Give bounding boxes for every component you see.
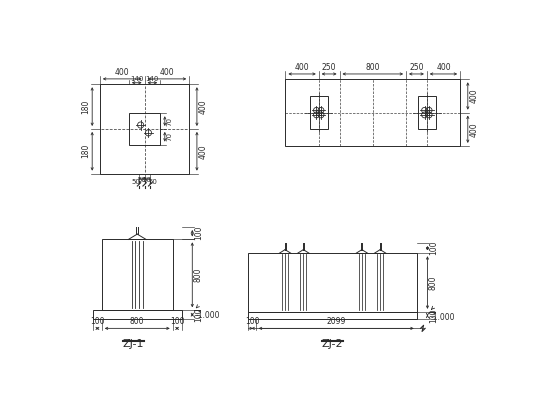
Text: 800: 800 [366, 63, 380, 72]
Bar [310, 96, 328, 129]
Text: 100: 100 [194, 307, 203, 322]
Bar [249, 253, 417, 312]
Text: ZJ-1: ZJ-1 [123, 339, 144, 349]
Text: 400: 400 [436, 63, 451, 72]
Text: 100: 100 [170, 318, 184, 326]
Text: 180: 180 [82, 100, 91, 114]
Text: 800: 800 [429, 275, 438, 290]
Text: 250: 250 [409, 63, 424, 72]
Text: -1.000: -1.000 [195, 311, 220, 320]
Bar [129, 113, 160, 144]
Text: 100: 100 [429, 241, 438, 255]
Text: 140: 140 [146, 76, 159, 81]
Text: 50: 50 [137, 177, 146, 183]
Text: ZJ-2: ZJ-2 [322, 339, 343, 349]
Text: 100: 100 [245, 318, 259, 326]
Bar [100, 84, 189, 173]
Text: -1.000: -1.000 [431, 312, 455, 322]
Text: 180: 180 [82, 144, 91, 158]
Text: 400: 400 [115, 68, 129, 77]
Text: 2099: 2099 [326, 318, 346, 326]
Bar [286, 79, 460, 146]
Text: 140: 140 [130, 76, 143, 81]
Text: 50: 50 [143, 177, 152, 183]
Bar [102, 239, 172, 310]
Bar [249, 312, 417, 319]
Text: 250: 250 [322, 63, 337, 72]
Text: 100: 100 [90, 318, 105, 326]
Text: 100: 100 [194, 226, 203, 241]
Text: 50: 50 [149, 179, 158, 185]
Text: 100: 100 [429, 308, 438, 323]
Text: 400: 400 [198, 144, 207, 159]
Text: 70: 70 [166, 117, 172, 126]
Text: 800: 800 [194, 268, 203, 282]
Text: 50: 50 [132, 179, 141, 185]
Text: 400: 400 [469, 122, 478, 136]
Text: 400: 400 [295, 63, 310, 72]
Text: 400: 400 [160, 68, 174, 77]
Text: 400: 400 [469, 89, 478, 103]
Text: 400: 400 [198, 99, 207, 114]
Text: 70: 70 [166, 132, 172, 141]
Bar [418, 96, 436, 129]
Bar [93, 310, 181, 319]
Text: 800: 800 [130, 318, 144, 326]
